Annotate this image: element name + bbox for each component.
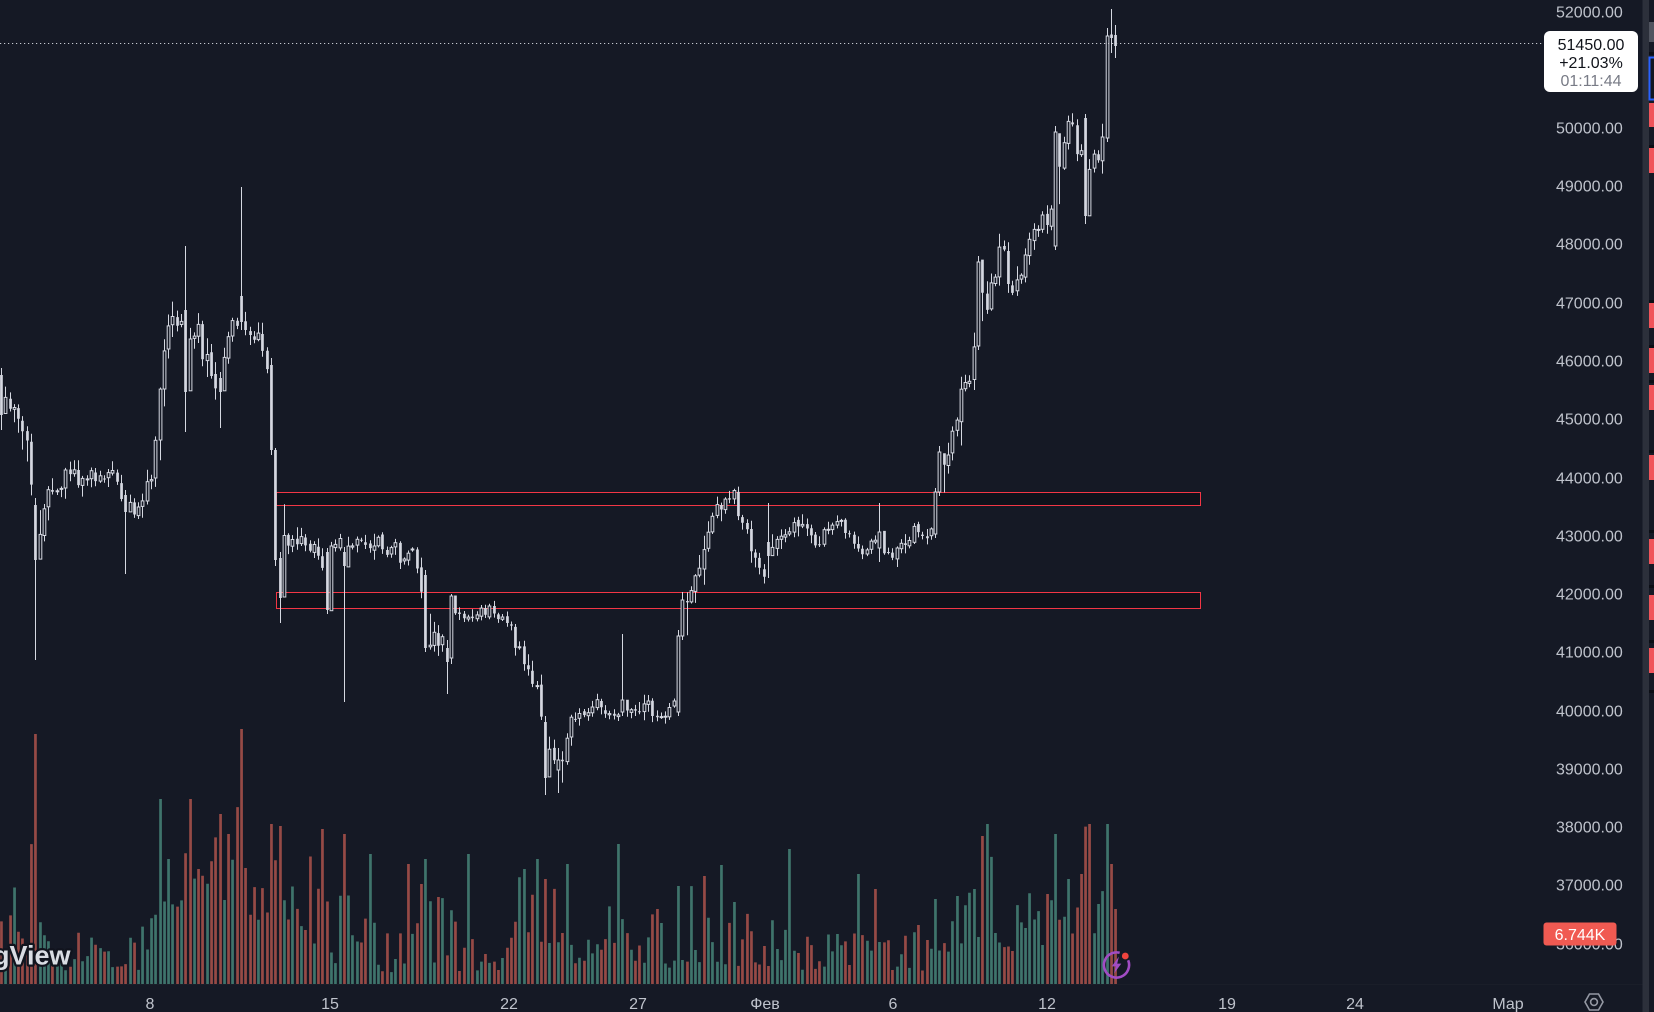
svg-text:46000.00: 46000.00 [1556, 354, 1623, 371]
svg-text:49000.00: 49000.00 [1556, 179, 1623, 196]
svg-text:01:11:44: 01:11:44 [1560, 73, 1621, 90]
svg-text:22: 22 [500, 996, 518, 1012]
svg-text:45000.00: 45000.00 [1556, 412, 1623, 429]
svg-text:+21.03%: +21.03% [1559, 55, 1623, 72]
svg-text:19: 19 [1218, 996, 1236, 1012]
svg-text:24: 24 [1346, 996, 1364, 1012]
svg-text:51450.00: 51450.00 [1558, 37, 1625, 54]
svg-text:41000.00: 41000.00 [1556, 645, 1623, 662]
svg-text:50000.00: 50000.00 [1556, 121, 1623, 138]
svg-text:15: 15 [321, 996, 339, 1012]
svg-text:40000.00: 40000.00 [1556, 704, 1623, 721]
svg-text:48000.00: 48000.00 [1556, 237, 1623, 254]
svg-text:39000.00: 39000.00 [1556, 762, 1623, 779]
svg-text:6.744K: 6.744K [1555, 927, 1606, 944]
svg-text:52000.00: 52000.00 [1556, 5, 1623, 22]
svg-text:6: 6 [889, 996, 898, 1012]
svg-text:44000.00: 44000.00 [1556, 471, 1623, 488]
svg-text:43000.00: 43000.00 [1556, 529, 1623, 546]
svg-text:12: 12 [1038, 996, 1056, 1012]
svg-text:38000.00: 38000.00 [1556, 820, 1623, 837]
svg-text:37000.00: 37000.00 [1556, 878, 1623, 895]
svg-text:8: 8 [146, 996, 155, 1012]
svg-text:Фев: Фев [750, 996, 780, 1012]
svg-text:Мар: Мар [1492, 996, 1523, 1012]
svg-text:42000.00: 42000.00 [1556, 587, 1623, 604]
svg-text:47000.00: 47000.00 [1556, 296, 1623, 313]
svg-text:gView: gView [0, 941, 72, 971]
svg-text:27: 27 [629, 996, 647, 1012]
